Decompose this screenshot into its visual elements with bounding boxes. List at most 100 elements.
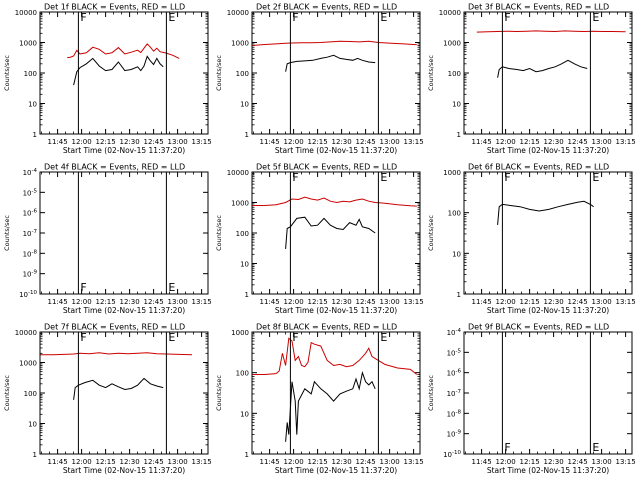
x-tick-label: 12:15 — [520, 458, 540, 466]
x-tick-label: 12:00 — [72, 298, 92, 306]
y-tick-label: 1000 — [443, 40, 461, 48]
x-tick-label: 12:15 — [520, 138, 540, 146]
y-axis-label: Counts/sec — [3, 55, 11, 91]
y-tick-label: 10000 — [15, 9, 37, 17]
x-tick-label: 12:30 — [332, 458, 352, 466]
chart-det-5: Det 5f BLACK = Events, RED = LLD 1 10 100 10… — [215, 163, 424, 316]
series-lld-line — [252, 196, 417, 207]
y-tick-label: 10 — [240, 410, 249, 418]
series-lld-line — [67, 43, 180, 59]
y-tick-label: 1 — [245, 291, 249, 299]
y-tick-label: 10000 — [439, 9, 461, 17]
x-tick-label: 12:45 — [356, 458, 376, 466]
y-tick-label: 1 — [245, 131, 249, 139]
series-events-line — [497, 200, 594, 225]
series-events-line — [73, 377, 164, 400]
y-tick-label: 1000 — [19, 40, 37, 48]
plot-frame — [463, 171, 633, 295]
series-events-line — [285, 216, 376, 249]
chart-title: Det 9f BLACK = Events, RED = LLD — [468, 323, 609, 332]
x-tick-label: 12:15 — [520, 298, 540, 306]
x-tick-label: 12:45 — [356, 298, 376, 306]
y-tick-label: 10-4 — [23, 168, 38, 177]
y-tick-label: 10-6 — [447, 369, 462, 378]
y-axis-label: Counts/sec — [215, 55, 223, 91]
chart-det-3: Det 3f BLACK = Events, RED = LLD 1 10 100 10… — [427, 3, 636, 156]
chart-det-8: Det 8f BLACK = Events, RED = LLD 1 10 100 10… — [215, 323, 424, 476]
chart-title: Det 2f BLACK = Events, RED = LLD — [256, 3, 397, 12]
y-tick-label: 1 — [33, 451, 37, 459]
series-events-line — [73, 55, 164, 86]
series-lld-line — [40, 352, 193, 356]
plot-frame — [39, 171, 209, 295]
chart-title: Det 7f BLACK = Events, RED = LLD — [44, 323, 185, 332]
y-tick-label: 1 — [245, 451, 249, 459]
y-tick-label: 100 — [448, 210, 461, 218]
y-tick-label: 10-6 — [23, 209, 38, 218]
x-tick-label: 13:00 — [592, 458, 612, 466]
plot-frame — [39, 331, 209, 455]
x-axis-label: Start Time (02-Nov-15 11:37:20) — [63, 146, 185, 155]
plot-frame — [251, 331, 421, 455]
x-tick-label: 13:00 — [592, 298, 612, 306]
chart-title: Det 8f BLACK = Events, RED = LLD — [256, 323, 397, 332]
y-tick-label: 10-7 — [23, 229, 38, 238]
x-tick-label: 11:45 — [472, 298, 492, 306]
x-tick-label: 11:45 — [472, 458, 492, 466]
y-tick-label: 10-8 — [23, 249, 38, 258]
y-tick-label: 10-10 — [19, 290, 37, 299]
chart-det-1: Det 1f BLACK = Events, RED = LLD 1 10 100 10… — [3, 3, 212, 156]
x-axis-label: Start Time (02-Nov-15 11:37:20) — [487, 146, 609, 155]
marker-label-f: F — [504, 171, 510, 184]
x-tick-label: 12:45 — [144, 138, 164, 146]
x-tick-label: 12:15 — [308, 138, 328, 146]
x-axis-label: Start Time (02-Nov-15 11:37:20) — [487, 306, 609, 315]
x-tick-label: 13:15 — [192, 138, 212, 146]
y-tick-label: 100 — [24, 390, 37, 398]
x-tick-label: 13:15 — [404, 298, 424, 306]
x-tick-label: 12:45 — [144, 458, 164, 466]
x-axis-label: Start Time (02-Nov-15 11:37:20) — [63, 466, 185, 475]
y-tick-label: 1000 — [19, 360, 37, 368]
marker-label-f: F — [292, 171, 298, 184]
series-events-line — [497, 59, 588, 78]
x-tick-label: 12:30 — [332, 298, 352, 306]
marker-label-f: F — [80, 11, 86, 24]
y-tick-label: 10-7 — [447, 389, 462, 398]
x-tick-label: 12:00 — [496, 138, 516, 146]
x-tick-label: 12:15 — [96, 458, 116, 466]
x-tick-label: 12:45 — [568, 298, 588, 306]
plot-frame — [251, 11, 421, 135]
y-tick-label: 1000 — [231, 329, 249, 337]
x-tick-label: 11:45 — [260, 298, 280, 306]
y-tick-label: 10 — [452, 101, 461, 109]
x-tick-label: 12:00 — [284, 298, 304, 306]
y-tick-label: 10 — [28, 421, 37, 429]
plot-frame — [463, 331, 633, 455]
x-axis-label: Start Time (02-Nov-15 11:37:20) — [63, 306, 185, 315]
y-tick-label: 1000 — [231, 200, 249, 208]
marker-label-f: F — [80, 281, 86, 294]
x-tick-label: 12:00 — [496, 298, 516, 306]
series-events-line — [285, 370, 376, 442]
x-axis-label: Start Time (02-Nov-15 11:37:20) — [275, 306, 397, 315]
x-tick-label: 12:15 — [96, 298, 116, 306]
x-tick-label: 12:45 — [144, 298, 164, 306]
y-axis-label: Counts/sec — [3, 375, 11, 411]
x-tick-label: 12:30 — [332, 138, 352, 146]
marker-label-e: E — [592, 171, 599, 184]
marker-label-f: F — [292, 11, 298, 24]
marker-label-f: F — [504, 11, 510, 24]
x-axis-label: Start Time (02-Nov-15 11:37:20) — [275, 146, 397, 155]
chart-det-7: Det 7f BLACK = Events, RED = LLD 1 10 100 10… — [3, 323, 212, 476]
chart-title: Det 1f BLACK = Events, RED = LLD — [44, 3, 185, 12]
marker-label-e: E — [592, 441, 599, 454]
series-lld-line — [252, 40, 417, 46]
series-events-line — [285, 54, 376, 72]
y-tick-label: 10 — [240, 261, 249, 269]
y-tick-label: 10-5 — [23, 188, 38, 197]
x-tick-label: 12:30 — [544, 298, 564, 306]
x-tick-label: 13:15 — [616, 298, 636, 306]
marker-label-f: F — [80, 331, 86, 344]
